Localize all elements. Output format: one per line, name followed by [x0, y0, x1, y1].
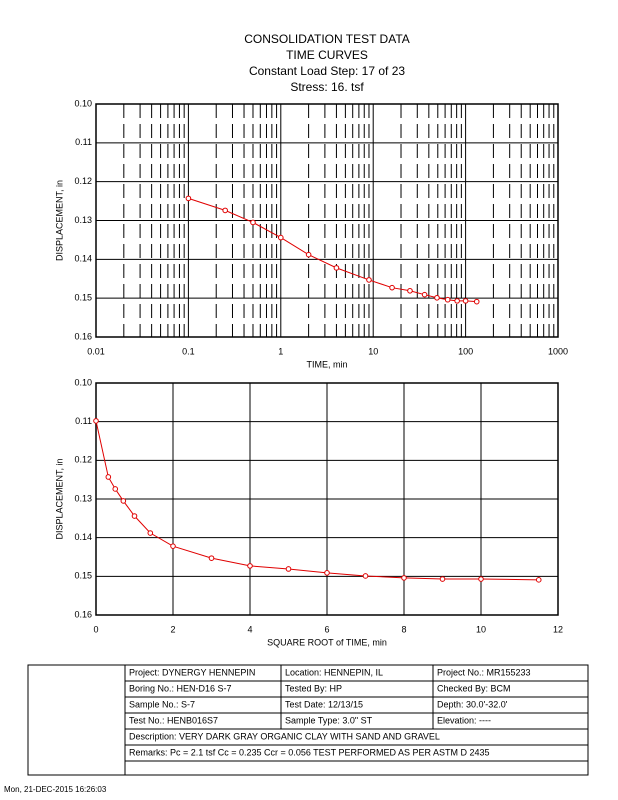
data-point [333, 265, 340, 271]
table-cell: Sample No.: S-7 [129, 699, 195, 709]
table-cell: Depth: 30.0'-32.0' [437, 699, 508, 709]
y-tick-label: 0.13 [74, 215, 92, 225]
data-point [222, 207, 228, 214]
y-tick-label: 0.10 [74, 377, 92, 387]
stress: Stress: 16. tsf [290, 80, 364, 94]
y-tick-label: 0.12 [74, 176, 92, 186]
table-cell: Project: DYNERGY HENNEPIN [129, 667, 255, 677]
data-point [401, 575, 407, 581]
y-tick-label: 0.16 [74, 609, 92, 619]
data-line [95, 420, 539, 581]
x-tick-label: 4 [247, 624, 252, 634]
y-tick-label: 0.15 [74, 571, 92, 581]
table-cell: Checked By: BCM [437, 683, 511, 693]
y-axis-label: DISPLACEMENT, in [54, 180, 64, 261]
x-tick-label: 10 [368, 346, 378, 356]
data-point [285, 566, 292, 572]
y-tick-label: 0.11 [75, 416, 92, 426]
data-point [131, 513, 138, 519]
table-cell: Location: HENNEPIN, IL [285, 667, 383, 677]
y-axis-label: DISPLACEMENT, in [54, 458, 64, 539]
data-point [105, 474, 112, 480]
data-point [120, 498, 127, 504]
table-cell: Project No.: MR155233 [437, 667, 531, 677]
x-tick-label: 1 [278, 346, 283, 356]
data-point [324, 570, 330, 576]
data-point [421, 291, 428, 298]
data-point [93, 418, 99, 424]
x-tick-label: 0 [93, 624, 98, 634]
timestamp: Mon, 21-DEC-2015 16:26:03 [4, 785, 107, 794]
data-point [362, 573, 369, 579]
data-point [473, 298, 480, 305]
x-tick-label: 0.01 [87, 346, 105, 356]
table-cell: Description: VERY DARK GRAY ORGANIC CLAY… [129, 731, 440, 741]
data-point [439, 576, 446, 582]
table-cell: Test No.: HENB016S7 [129, 715, 218, 725]
y-tick-label: 0.10 [74, 98, 92, 108]
table-cell: Remarks: Pc = 2.1 tsf Cc = 0.235 Ccr = 0… [129, 747, 490, 757]
x-tick-label: 0.1 [182, 346, 195, 356]
subtitle: TIME CURVES [286, 48, 368, 62]
data-point [434, 294, 440, 301]
data-point [366, 277, 372, 283]
x-tick-label: 1000 [548, 346, 568, 356]
data-line [188, 197, 477, 303]
data-point [170, 543, 176, 549]
title: CONSOLIDATION TEST DATA [244, 32, 410, 46]
y-tick-label: 0.16 [74, 331, 92, 341]
plot-frame [95, 103, 559, 338]
data-point [389, 284, 395, 291]
data-point [407, 287, 413, 294]
table-cell: Test Date: 12/13/15 [285, 699, 363, 709]
load-step: Constant Load Step: 17 of 23 [249, 64, 405, 78]
data-point [112, 486, 119, 492]
plot-frame [95, 382, 559, 616]
data-point [535, 577, 542, 583]
x-axis-label: SQUARE ROOT of TIME, min [267, 637, 387, 647]
y-tick-label: 0.12 [74, 455, 92, 465]
table-cell: Sample Type: 3.0" ST [285, 715, 373, 725]
x-tick-label: 2 [170, 624, 175, 634]
data-point [278, 234, 284, 241]
data-point [444, 296, 451, 303]
data-point [250, 219, 256, 226]
y-tick-label: 0.14 [74, 254, 92, 264]
data-point [208, 555, 215, 561]
y-tick-label: 0.13 [74, 493, 92, 503]
y-tick-label: 0.11 [75, 137, 92, 147]
x-tick-label: 6 [324, 624, 329, 634]
data-point [305, 251, 312, 258]
y-tick-label: 0.15 [74, 293, 92, 303]
x-tick-label: 100 [458, 346, 473, 356]
x-tick-label: 10 [476, 624, 486, 634]
table-cell: Tested By: HP [285, 683, 342, 693]
table-cell: Elevation: ---- [437, 715, 491, 725]
x-axis-label: TIME, min [306, 359, 347, 369]
x-tick-label: 12 [553, 624, 563, 634]
data-point [478, 576, 484, 582]
y-tick-label: 0.14 [74, 532, 92, 542]
data-point [462, 298, 469, 304]
table-frame [27, 664, 589, 776]
data-point [454, 298, 460, 304]
data-point [185, 195, 192, 202]
data-point [247, 563, 253, 569]
data-point [147, 530, 154, 536]
x-tick-label: 8 [401, 624, 406, 634]
table-cell: Boring No.: HEN-D16 S-7 [129, 683, 232, 693]
